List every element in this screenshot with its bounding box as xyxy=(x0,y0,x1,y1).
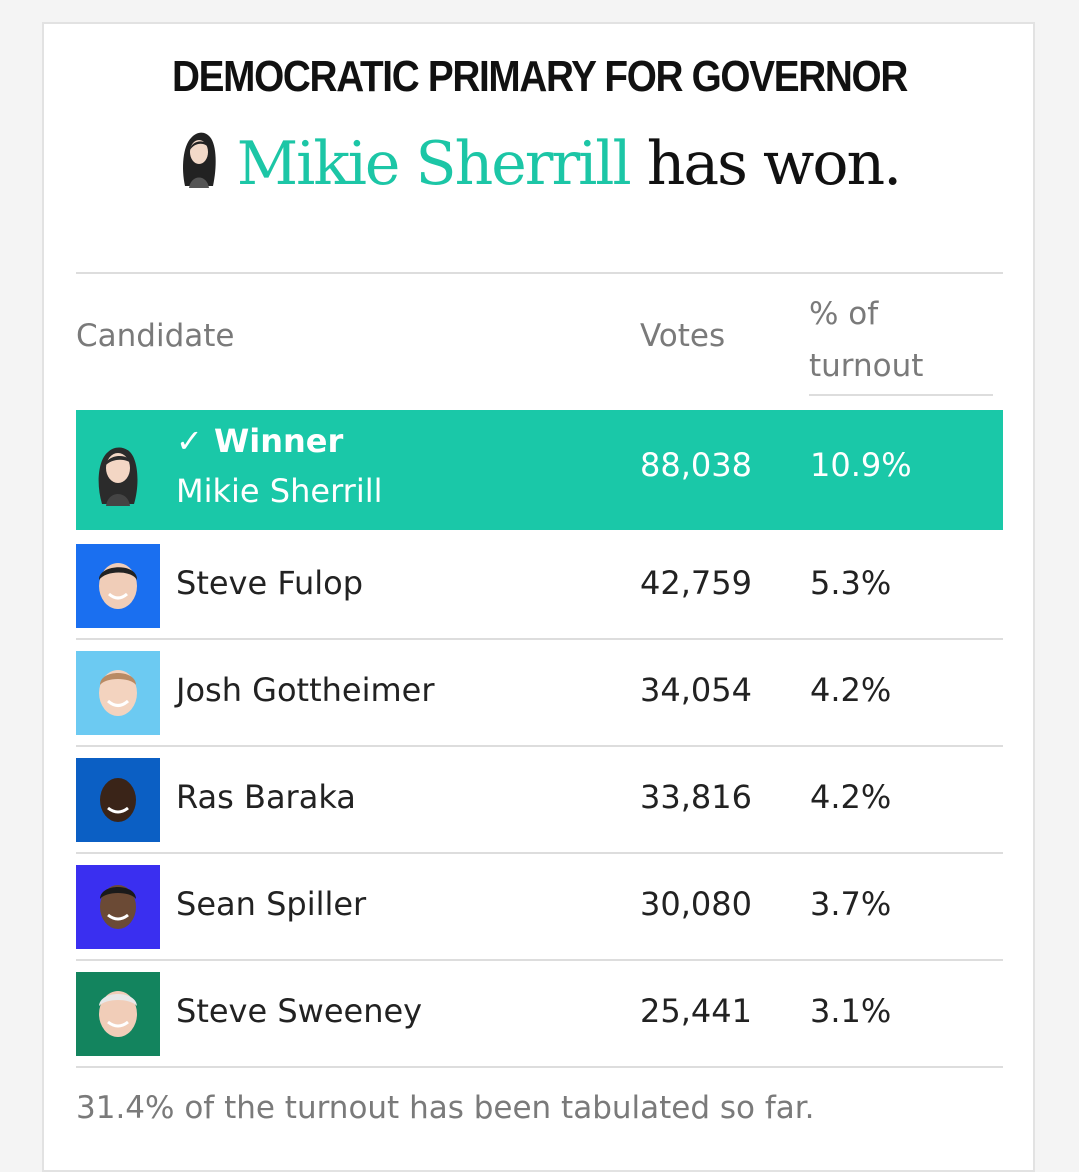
candidate-pct: 5.3% xyxy=(810,564,892,602)
candidate-pct: 3.7% xyxy=(810,885,892,923)
candidate-row: Steve Sweeney 25,441 3.1% xyxy=(76,972,1003,1068)
candidate-name: Mikie Sherrill xyxy=(176,472,383,510)
candidate-portrait-icon xyxy=(76,544,160,628)
candidate-name: Ras Baraka xyxy=(176,778,356,816)
candidate-name: Steve Fulop xyxy=(176,564,364,602)
candidate-pct: 10.9% xyxy=(810,446,912,484)
race-heading: DEMOCRATIC PRIMARY FOR GOVERNOR xyxy=(172,52,908,101)
candidate-row: Josh Gottheimer 34,054 4.2% xyxy=(76,651,1003,747)
candidate-row: Sean Spiller 30,080 3.7% xyxy=(76,865,1003,961)
candidate-name: Sean Spiller xyxy=(176,885,367,923)
candidate-votes: 30,080 xyxy=(640,885,752,923)
tabulation-note: 31.4% of the turnout has been tabulated … xyxy=(76,1090,815,1126)
winner-portrait-icon xyxy=(182,132,216,188)
candidate-portrait-icon xyxy=(76,758,160,842)
won-text: has won. xyxy=(646,129,902,199)
candidate-votes: 25,441 xyxy=(640,992,752,1030)
row-divider xyxy=(76,745,1003,747)
table-top-rule xyxy=(76,272,1003,274)
column-header-pct-line1: % of xyxy=(809,296,879,332)
candidate-row: Steve Fulop 42,759 5.3% xyxy=(76,544,1003,640)
row-divider xyxy=(76,852,1003,854)
candidate-name: Steve Sweeney xyxy=(176,992,423,1030)
candidate-portrait-icon xyxy=(98,447,138,506)
candidate-votes: 34,054 xyxy=(640,671,752,709)
candidate-pct: 4.2% xyxy=(810,778,892,816)
candidate-votes: 42,759 xyxy=(640,564,752,602)
candidate-row-winner: ✓ Winner Mikie Sherrill 88,038 10.9% xyxy=(76,410,1003,530)
winner-headline: Mikie Sherrill has won. xyxy=(0,128,1079,199)
candidate-name: Josh Gottheimer xyxy=(176,671,435,709)
column-header-candidate: Candidate xyxy=(76,318,235,354)
candidate-pct: 3.1% xyxy=(810,992,892,1030)
column-header-pct: % of turnout xyxy=(809,288,993,396)
winner-badge: ✓ Winner xyxy=(176,422,344,460)
row-divider xyxy=(76,959,1003,961)
row-divider xyxy=(76,1066,1003,1068)
candidate-portrait-icon xyxy=(76,865,160,949)
row-divider xyxy=(76,638,1003,640)
candidate-votes: 33,816 xyxy=(640,778,752,816)
candidate-portrait-icon xyxy=(76,651,160,735)
column-header-votes: Votes xyxy=(640,318,726,354)
column-header-pct-line2: turnout xyxy=(809,348,924,384)
candidate-votes: 88,038 xyxy=(640,446,752,484)
candidate-portrait-icon xyxy=(76,972,160,1056)
results-card xyxy=(42,22,1035,1172)
winner-name: Mikie Sherrill xyxy=(236,129,632,199)
candidate-row: Ras Baraka 33,816 4.2% xyxy=(76,758,1003,854)
candidate-pct: 4.2% xyxy=(810,671,892,709)
